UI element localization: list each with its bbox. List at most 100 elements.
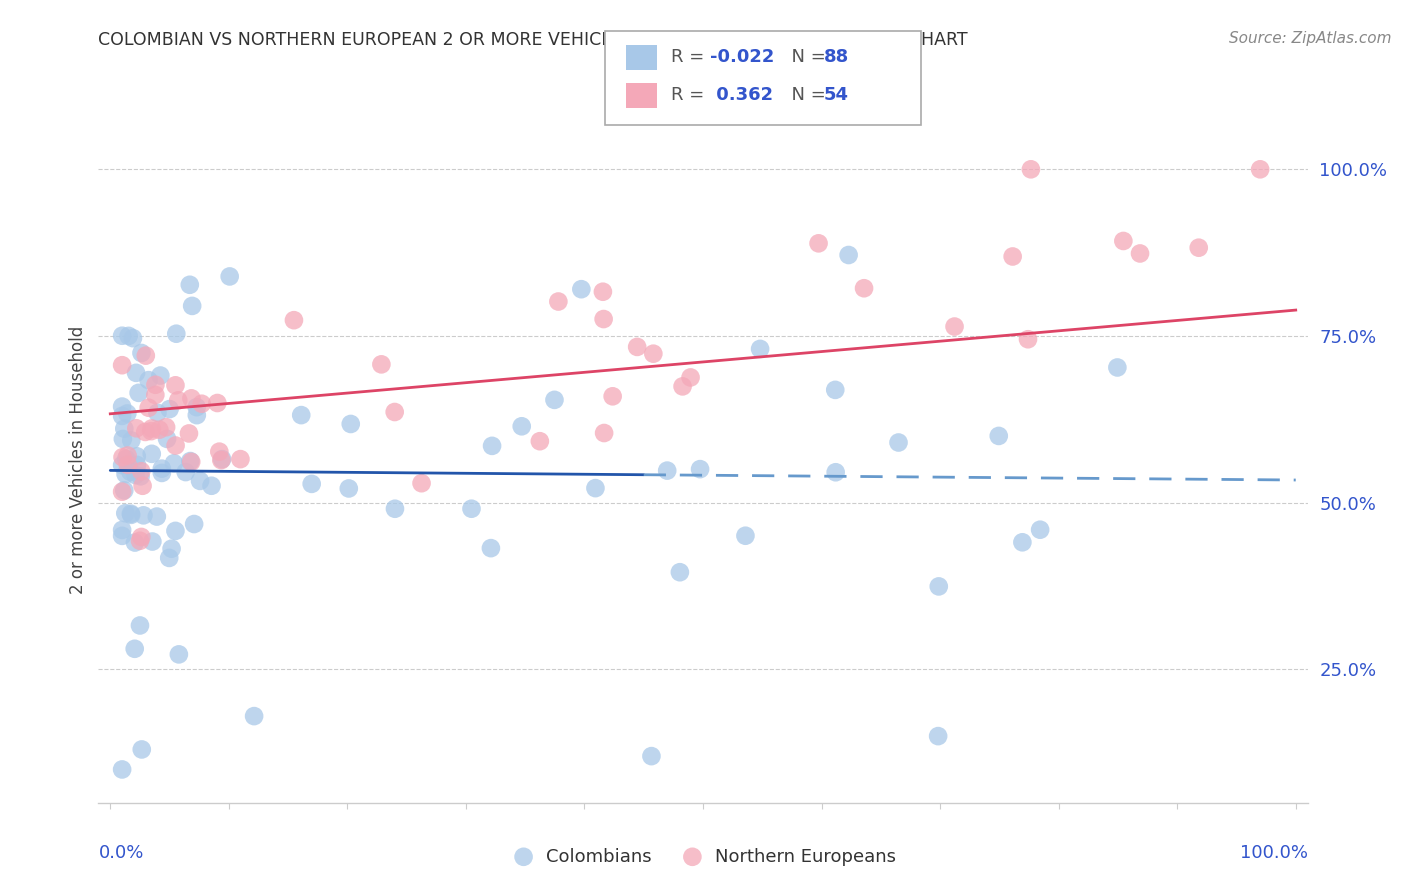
Point (114, 467, 136, 482)
Point (117, 329, 139, 343)
Point (1019, 162, 1042, 177)
Point (150, 466, 173, 480)
Point (165, 524, 187, 538)
Point (183, 516, 205, 531)
Point (640, 749, 662, 764)
Point (208, 444, 231, 458)
Point (124, 641, 146, 656)
Point (120, 434, 142, 448)
Point (146, 406, 169, 420)
Point (138, 401, 160, 415)
Point (150, 461, 173, 475)
Point (543, 392, 565, 407)
Point (384, 405, 406, 419)
Point (115, 451, 138, 466)
Point (125, 421, 148, 435)
Point (120, 465, 142, 479)
Point (111, 763, 134, 777)
Point (145, 377, 167, 392)
Point (131, 530, 153, 544)
Point (141, 447, 163, 461)
Point (111, 400, 134, 414)
Point (134, 425, 156, 439)
Point (807, 236, 830, 251)
Point (111, 358, 134, 372)
Point (125, 458, 148, 472)
Point (111, 409, 134, 423)
Point (190, 397, 212, 411)
Point (887, 435, 910, 450)
Point (138, 373, 160, 387)
Text: Source: ZipAtlas.com: Source: ZipAtlas.com (1229, 31, 1392, 46)
Point (679, 370, 702, 384)
Point (479, 541, 502, 555)
Point (229, 452, 252, 467)
Point (124, 468, 146, 483)
Point (592, 312, 614, 326)
Point (669, 565, 692, 579)
Text: 100.0%: 100.0% (1240, 844, 1308, 862)
Point (111, 458, 134, 472)
Point (128, 385, 150, 400)
Point (180, 455, 202, 469)
Y-axis label: 2 or more Vehicles in Household: 2 or more Vehicles in Household (69, 326, 87, 593)
Point (1249, 162, 1271, 177)
Point (370, 357, 392, 371)
Point (853, 281, 876, 295)
Point (129, 618, 152, 632)
Text: R =: R = (671, 87, 710, 104)
Point (163, 456, 186, 470)
Point (411, 476, 433, 491)
Point (339, 417, 361, 431)
Point (177, 426, 200, 441)
Point (602, 389, 624, 403)
Point (569, 282, 592, 296)
Point (141, 534, 163, 549)
Point (243, 709, 266, 723)
Point (211, 452, 233, 467)
Point (125, 366, 148, 380)
Point (547, 294, 569, 309)
Point (160, 541, 183, 556)
Point (156, 432, 179, 446)
Point (141, 424, 163, 438)
Point (824, 465, 846, 479)
Point (510, 419, 533, 434)
Point (143, 388, 166, 402)
Point (643, 347, 665, 361)
Point (592, 285, 614, 299)
Point (124, 535, 146, 549)
Point (120, 508, 142, 522)
Point (111, 432, 134, 446)
Point (157, 550, 180, 565)
Point (585, 481, 607, 495)
Point (149, 368, 172, 383)
Point (593, 425, 616, 440)
Point (167, 393, 190, 408)
Point (129, 464, 152, 478)
Text: 0.0%: 0.0% (98, 844, 143, 862)
Text: -0.022: -0.022 (710, 48, 775, 66)
Point (209, 453, 232, 467)
Text: N =: N = (780, 87, 832, 104)
Point (749, 342, 772, 356)
Point (481, 439, 503, 453)
Point (529, 434, 551, 449)
Point (122, 331, 145, 345)
Point (174, 465, 197, 479)
Point (112, 483, 135, 498)
Point (626, 340, 648, 354)
Point (131, 742, 153, 756)
Point (1188, 241, 1211, 255)
Legend: Colombians, Northern Europeans: Colombians, Northern Europeans (503, 840, 903, 872)
Point (460, 501, 482, 516)
Point (155, 420, 177, 434)
Point (1001, 250, 1024, 264)
Point (186, 408, 208, 422)
Point (167, 648, 190, 662)
Point (180, 392, 202, 406)
Point (114, 506, 136, 520)
Text: 0.362: 0.362 (710, 87, 773, 104)
Point (165, 438, 187, 452)
Text: 54: 54 (824, 87, 849, 104)
